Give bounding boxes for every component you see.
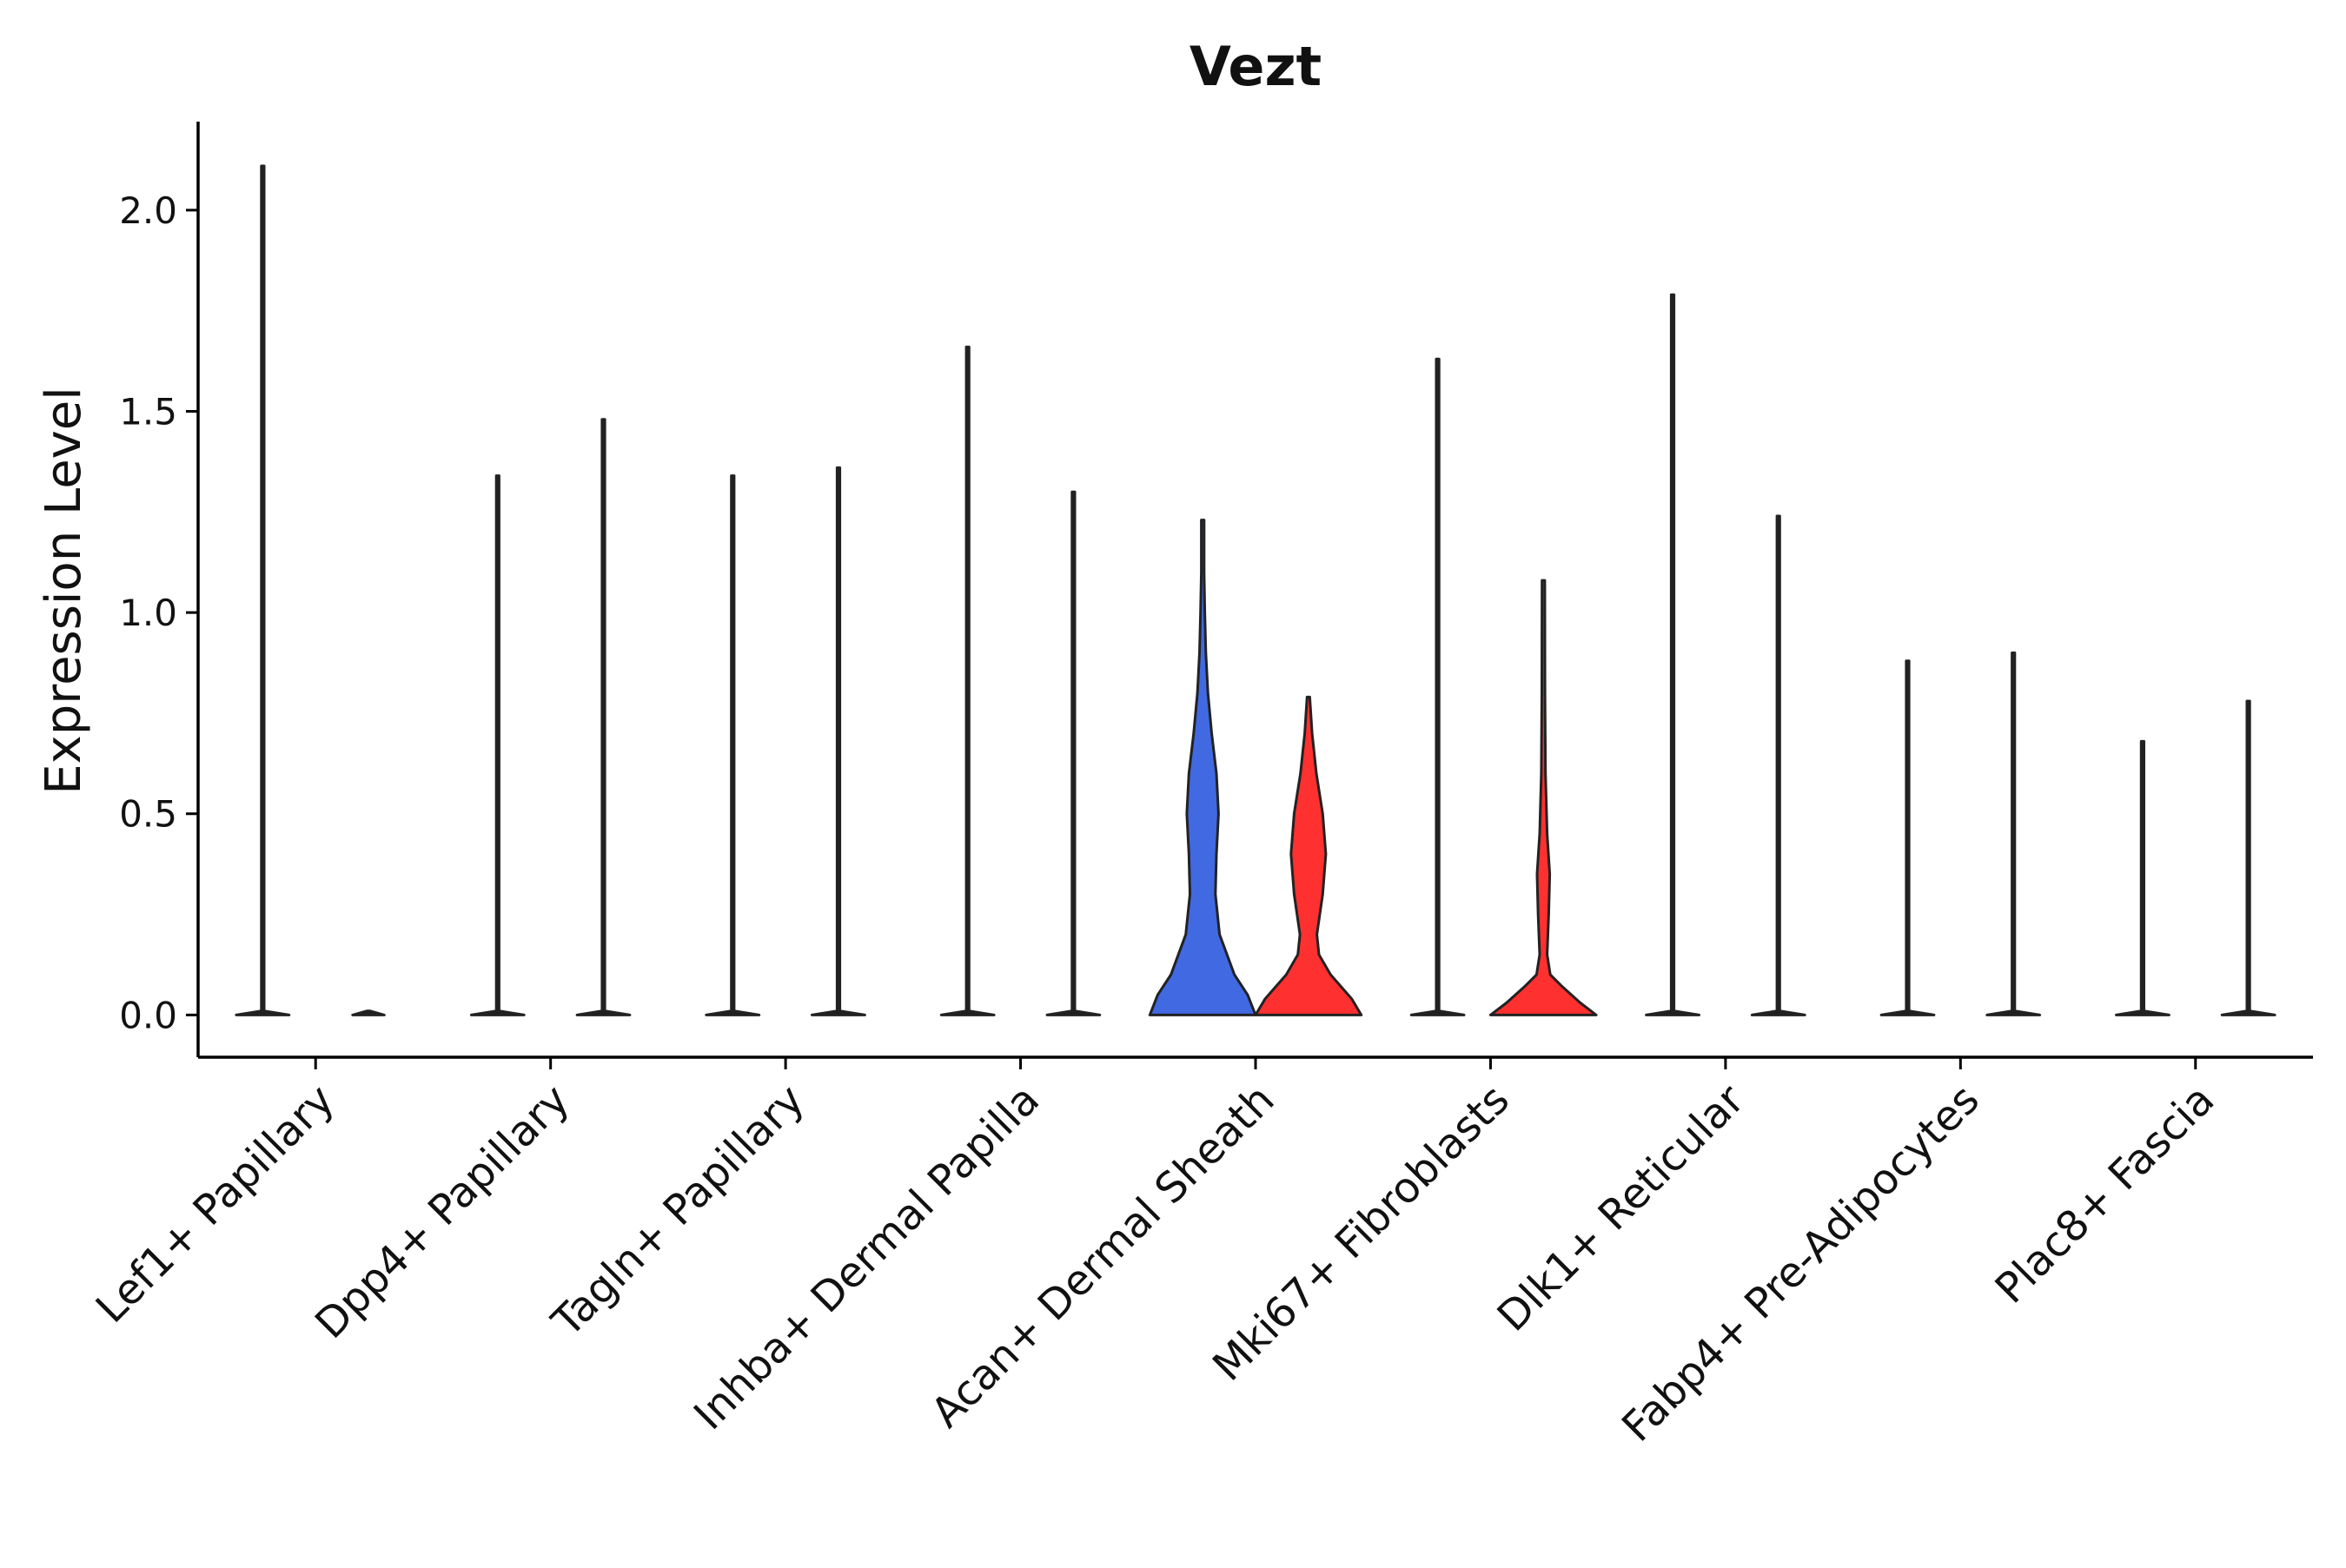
violin-acan-dermal-sheath-s1 (1148, 519, 1257, 1016)
y-tick-label: 0.0 (119, 994, 177, 1036)
x-tick-label: Plac8+ Fascia (1986, 1075, 2224, 1313)
violin-mki67-fibroblasts-s1 (1409, 357, 1466, 1016)
x-tick-label: Tagln+ Papillary (542, 1075, 813, 1346)
violin-dpp4-papillary-s2 (575, 418, 632, 1016)
violin-fabp4-pre-adipocytes-s2 (1985, 652, 2042, 1016)
y-tick-label: 1.0 (119, 592, 177, 634)
x-tick-label: Dlk1+ Reticular (1488, 1075, 1754, 1341)
violin-fabp4-pre-adipocytes-s1 (1879, 659, 1936, 1016)
y-tick-label: 2.0 (119, 189, 177, 232)
violin-tagln-papillary-s1 (705, 474, 761, 1016)
violin-dlk1-reticular-s1 (1645, 293, 1700, 1016)
violin-inhba-dermal-papilla-s1 (939, 345, 996, 1016)
violin-lef1-papillary-s1 (235, 164, 291, 1016)
violin-layer (235, 164, 2276, 1016)
violin-dlk1-reticular-s2 (1750, 514, 1806, 1016)
x-tick-label: Lef1+ Papillary (87, 1075, 344, 1333)
violin-dpp4-papillary-s1 (469, 474, 526, 1016)
x-tick-label: Dpp4+ Papillary (306, 1075, 579, 1348)
violin-plac8-fascia-s2 (2220, 699, 2276, 1016)
violin-inhba-dermal-papilla-s2 (1045, 490, 1102, 1016)
y-tick-label: 1.5 (119, 391, 177, 433)
y-tick-label: 0.5 (119, 793, 177, 836)
violin-lef1-papillary-s2 (351, 1009, 386, 1016)
violin-acan-dermal-sheath-s2 (1254, 695, 1363, 1016)
y-axis-label: Expression Level (36, 387, 92, 795)
violin-mki67-fibroblasts-s2 (1488, 579, 1598, 1016)
violin-tagln-papillary-s2 (811, 466, 866, 1016)
chart-title: Vezt (1190, 35, 1322, 98)
violin-plac8-fascia-s1 (2115, 739, 2170, 1016)
